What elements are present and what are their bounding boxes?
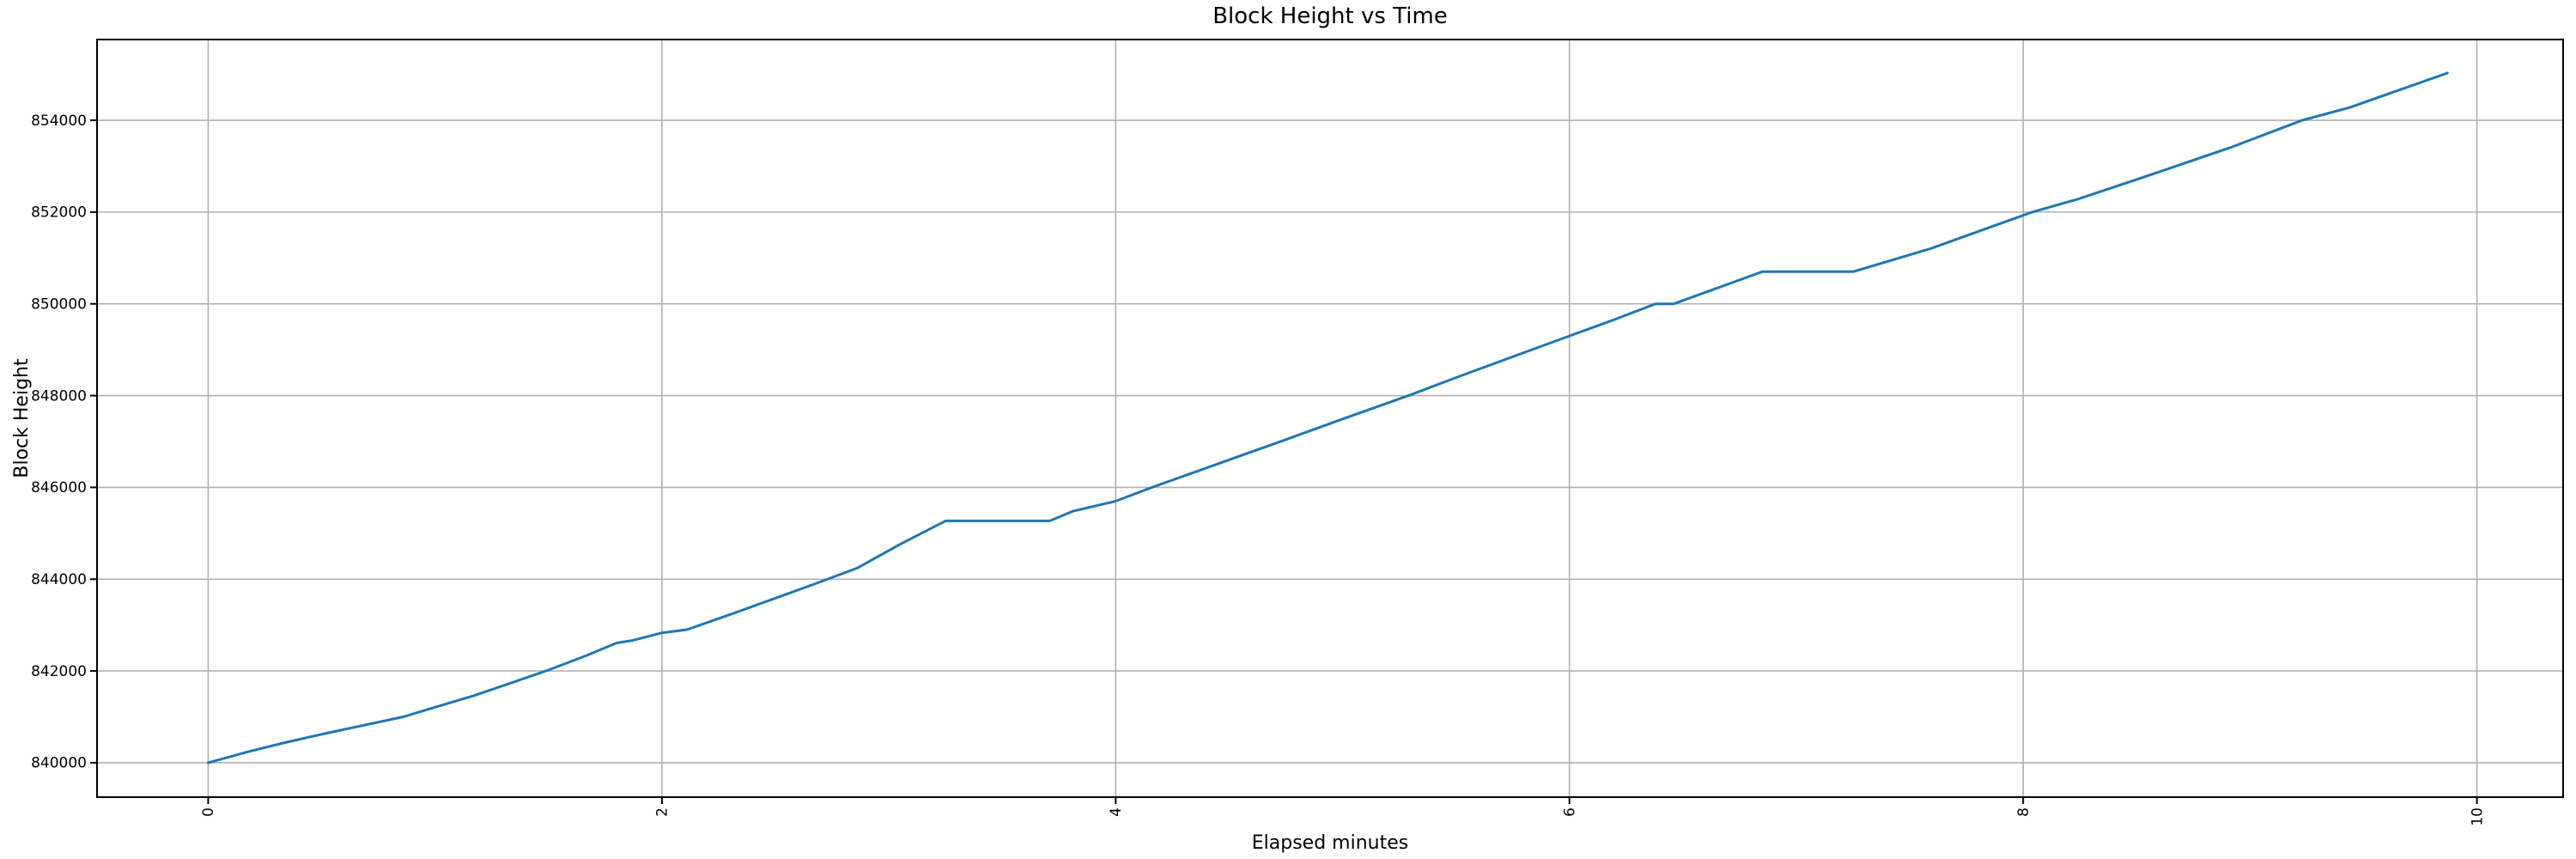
y-tick-label: 852000 [31, 204, 87, 222]
plot-area-frame [96, 39, 2564, 798]
data-line-series [207, 71, 2449, 765]
y-tick-label: 854000 [31, 113, 87, 130]
tick-layer: 0 2 4 6 8 10 840000 842000 844000 846000 848000 850… [31, 113, 2486, 826]
y-axis-label: Block Height [11, 358, 33, 478]
x-tick-label: 8 [2015, 807, 2032, 817]
x-tick-label: 6 [1562, 807, 1579, 817]
x-tick-label: 0 [200, 807, 217, 817]
y-tick-label: 842000 [31, 663, 87, 680]
y-tick-label: 846000 [31, 479, 87, 497]
y-tick-label: 848000 [31, 387, 87, 405]
grid-layer [97, 40, 2563, 797]
x-tick-label: 2 [654, 807, 671, 817]
x-tick-label: 4 [1108, 807, 1125, 817]
chart-title: Block Height vs Time [1212, 3, 1448, 29]
x-axis-label: Elapsed minutes [1252, 832, 1408, 854]
x-tick-label: 10 [2469, 807, 2486, 826]
y-tick-label: 844000 [31, 571, 87, 588]
y-tick-label: 840000 [31, 755, 87, 772]
y-tick-label: 850000 [31, 295, 87, 313]
